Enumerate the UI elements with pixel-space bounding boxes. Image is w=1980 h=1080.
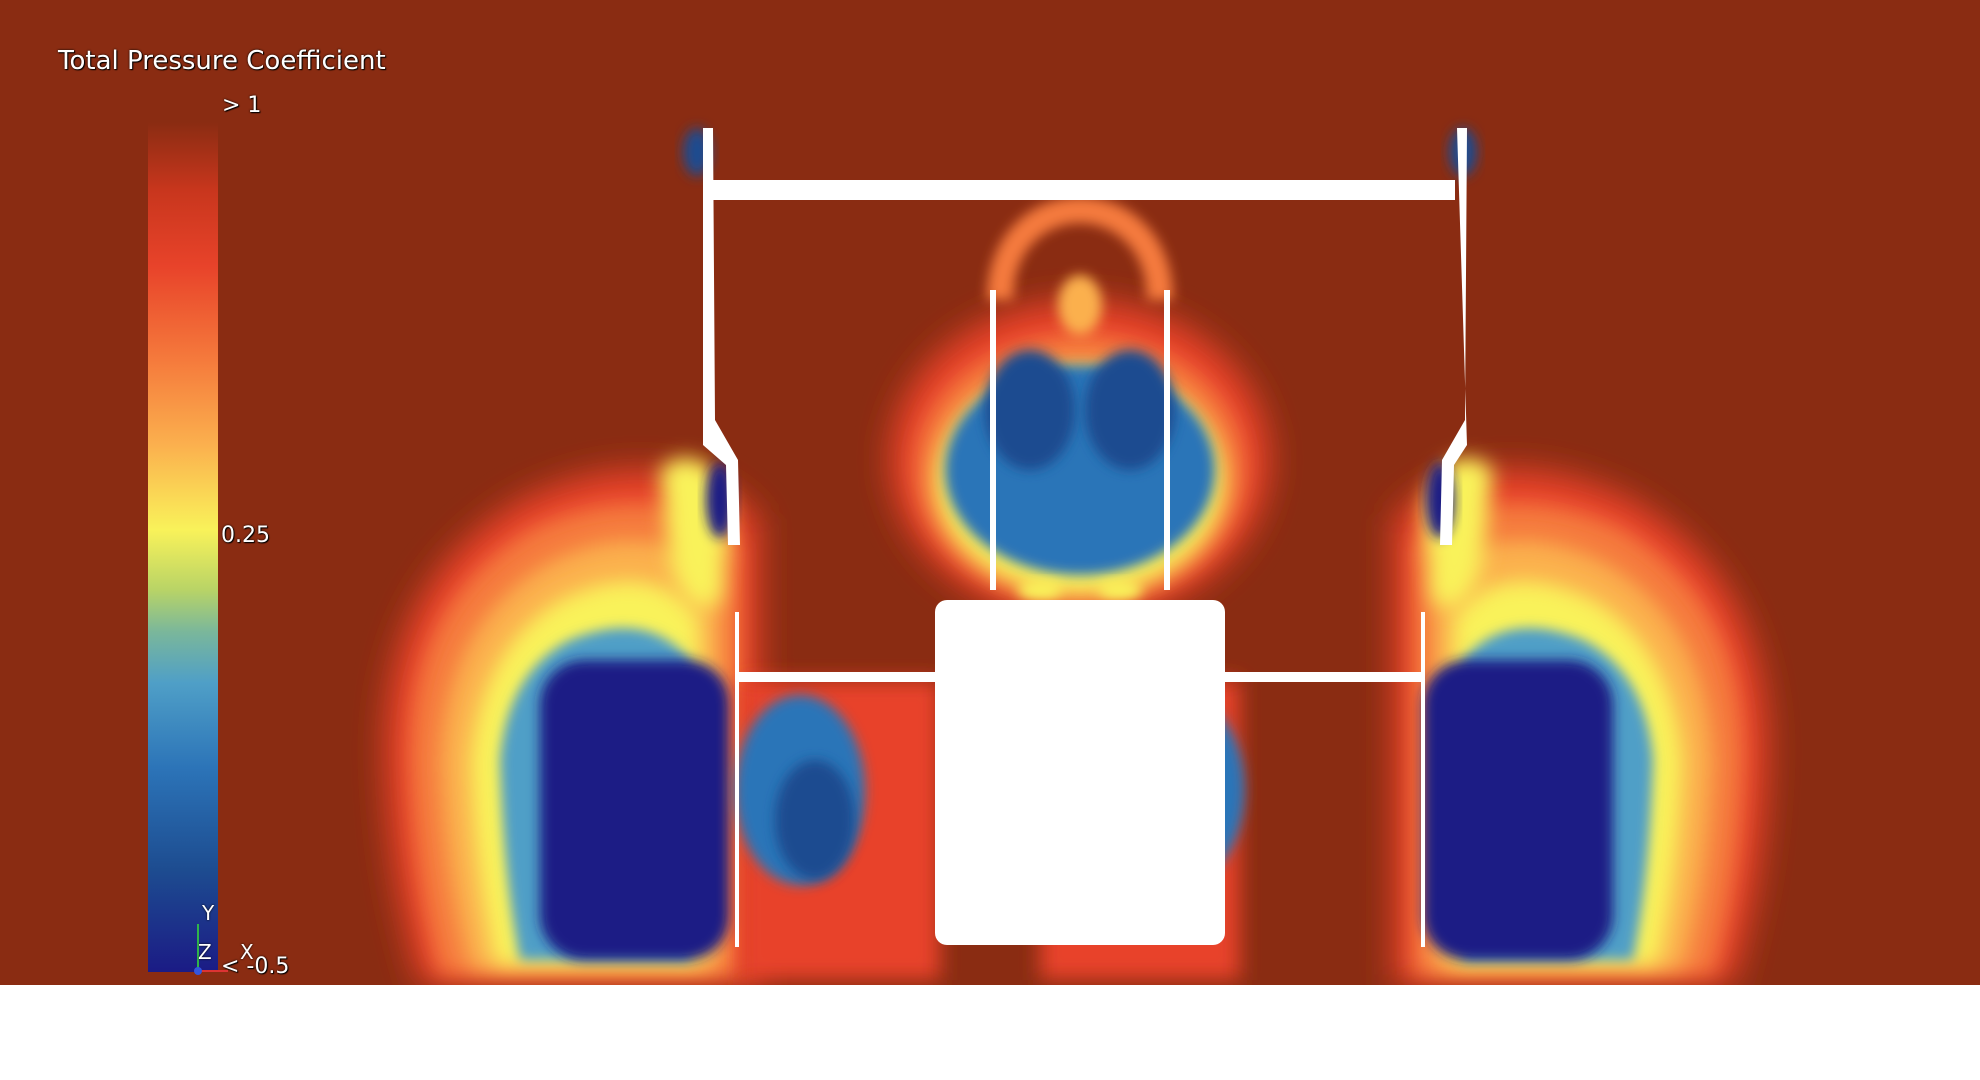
pressure-field-plot [0, 0, 1980, 985]
legend-title: Total Pressure Coefficient [58, 46, 386, 76]
car-geometry [703, 128, 1467, 947]
origin-dot [194, 967, 202, 975]
left-sidepod-top [738, 672, 936, 682]
z-axis-label: Z [198, 940, 212, 964]
right-wheel-wake [1393, 458, 1769, 985]
x-axis-label: X [240, 940, 254, 964]
x-axis-line [198, 970, 228, 972]
y-axis-label: Y [202, 901, 215, 925]
colorbar [148, 122, 218, 972]
cfd-viewport[interactable]: Total Pressure Coefficient > 1 0.25 < -0… [0, 0, 1980, 985]
axis-triad: Y Z X [185, 900, 265, 980]
right-floor-edge [1421, 612, 1425, 947]
blank-footer [0, 985, 1980, 1080]
central-body [935, 600, 1225, 945]
central-upper-wake [890, 197, 1270, 620]
legend-mid-label: 0.25 [221, 523, 270, 548]
rear-wing-mainplane [705, 180, 1455, 200]
right-endplate [1440, 128, 1467, 545]
left-endplate [703, 128, 740, 545]
legend-max-label: > 1 [222, 93, 262, 118]
legend-min-label: < -0.5 [221, 954, 290, 979]
y-axis-line [197, 924, 199, 972]
left-roll-strut [990, 290, 996, 590]
left-floor-edge [735, 612, 739, 947]
right-roll-strut [1164, 290, 1170, 590]
right-sidepod-top [1224, 672, 1422, 682]
